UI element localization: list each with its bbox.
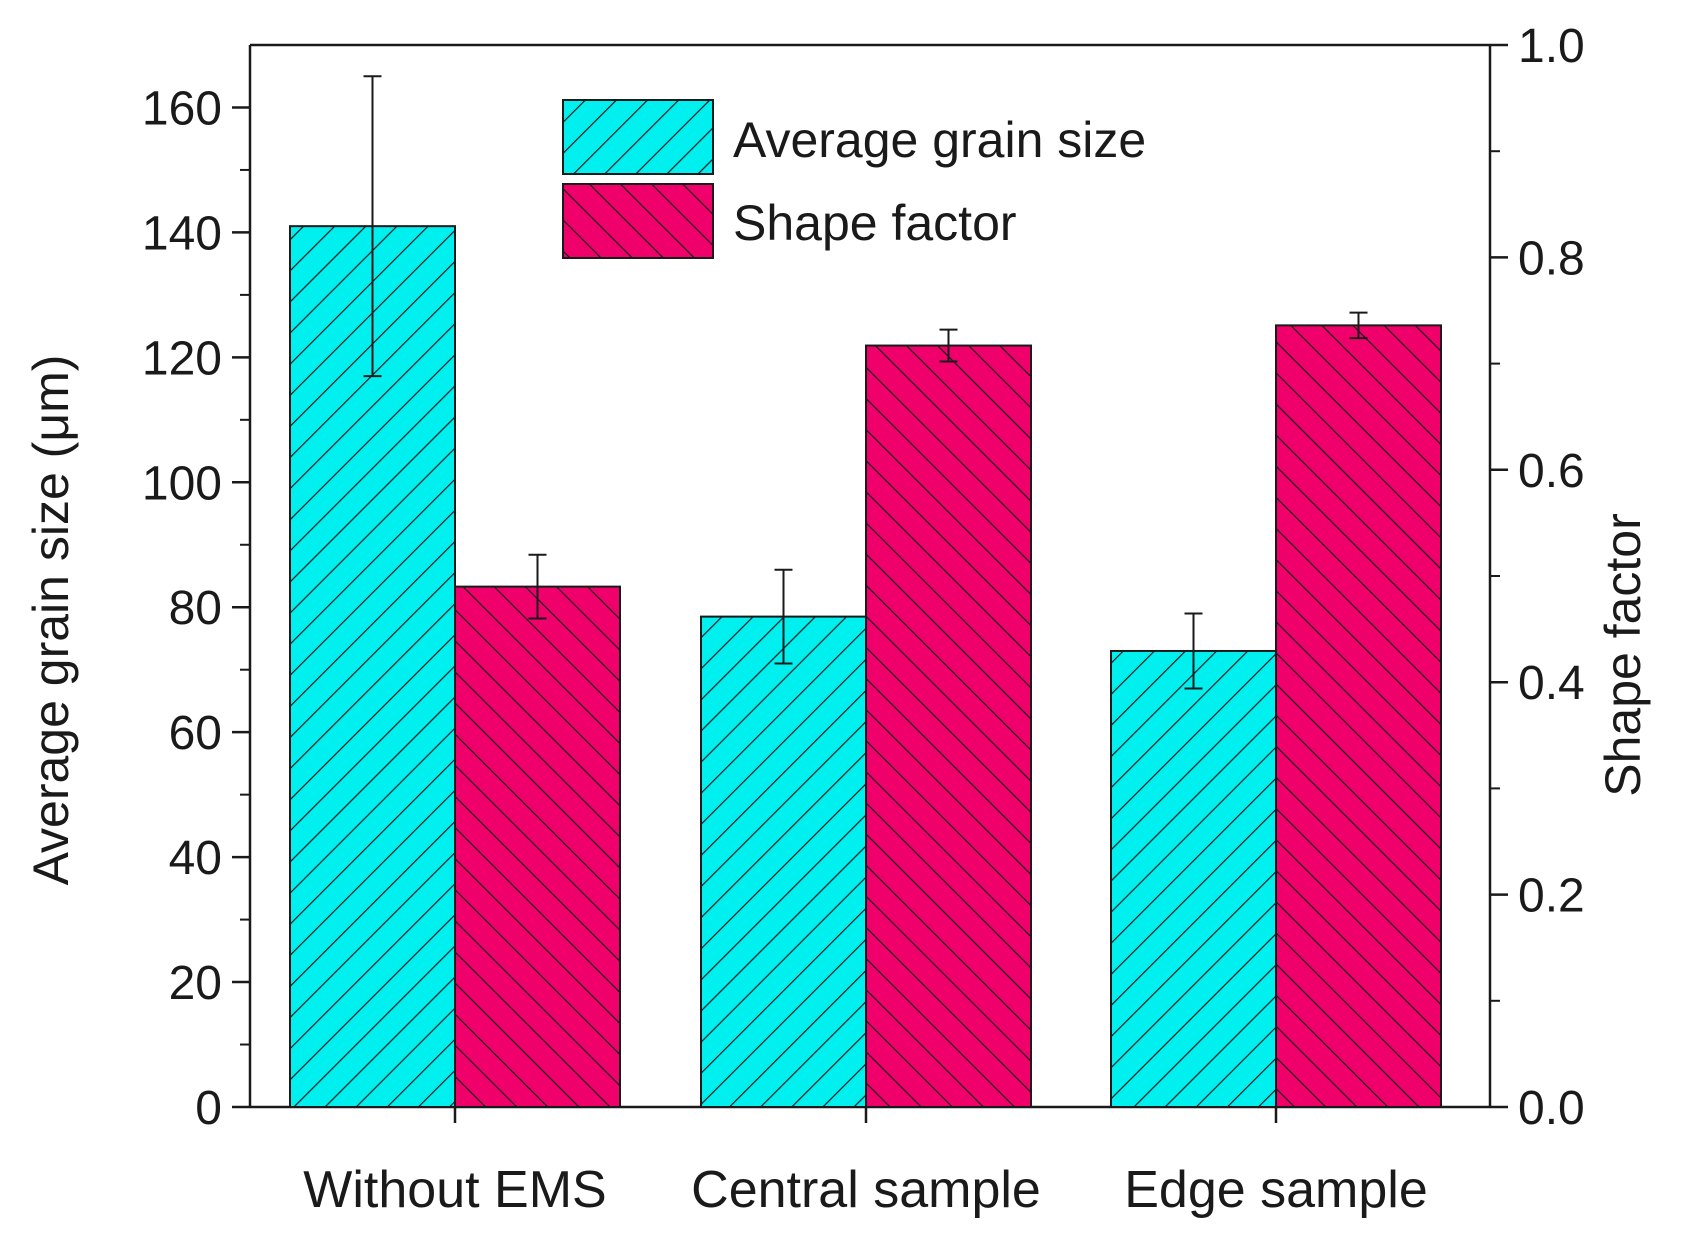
error-bars	[363, 75, 1368, 690]
left-tick-label: 60	[169, 707, 222, 760]
bar-grain-size	[1110, 649, 1277, 1109]
left-tick-label: 0	[195, 1082, 222, 1135]
right-tick-label: 1.0	[1518, 20, 1585, 73]
left-axis-title: Average grain size (μm)	[23, 355, 79, 886]
category-label: Edge sample	[1124, 1161, 1428, 1219]
category-label: Central sample	[691, 1161, 1041, 1219]
right-tick-label: 0.2	[1518, 870, 1585, 923]
right-tick-label: 0.8	[1518, 232, 1585, 285]
left-axis: 0 20 40 60 80 100 120 140 160	[142, 82, 250, 1135]
left-tick-label: 40	[169, 832, 222, 885]
legend-label-shape-factor: Shape factor	[733, 195, 1017, 251]
bar-grain-size	[700, 615, 867, 1108]
right-tick-label: 0.4	[1518, 657, 1585, 710]
bar-shape-factor	[1275, 324, 1442, 1109]
category-label: Without EMS	[303, 1161, 606, 1219]
right-axis-title: Shape factor	[1595, 513, 1651, 797]
legend-swatch-shape-factor	[562, 183, 714, 259]
bar-shape-factor	[454, 585, 621, 1108]
left-tick-label: 100	[142, 457, 222, 510]
legend: Average grain size Shape factor	[562, 99, 1146, 259]
left-tick-label: 140	[142, 207, 222, 260]
right-tick-label: 0.0	[1518, 1082, 1585, 1135]
left-tick-label: 20	[169, 957, 222, 1010]
left-tick-label: 120	[142, 332, 222, 385]
bar-shape-factor	[865, 344, 1032, 1108]
legend-label-grain-size: Average grain size	[733, 112, 1146, 168]
right-axis: 0.0 0.2 0.4 0.6 0.8 1.0	[1490, 20, 1585, 1135]
left-tick-label: 160	[142, 82, 222, 135]
x-axis: Without EMS Central sample Edge sample	[303, 1107, 1428, 1219]
bars	[289, 225, 1442, 1109]
right-tick-label: 0.6	[1518, 445, 1585, 498]
left-tick-label: 80	[169, 582, 222, 635]
legend-swatch-grain-size	[562, 99, 714, 175]
